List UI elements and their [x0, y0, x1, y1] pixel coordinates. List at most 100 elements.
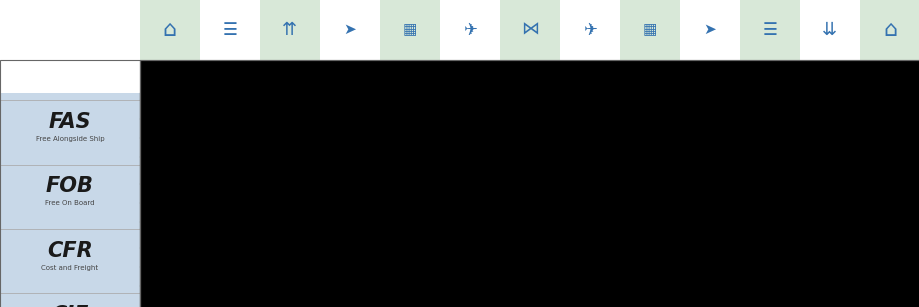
Bar [679, 0, 739, 60]
Bar [560, 286, 619, 293]
Text: ✈: ✈ [583, 21, 596, 39]
Bar [859, 222, 919, 229]
Bar [679, 157, 739, 165]
Text: Free Alongside Ship: Free Alongside Ship [36, 136, 104, 142]
Text: Seller: Seller [275, 124, 304, 133]
Text: Loading: Loading [276, 73, 303, 79]
Bar [140, 60, 919, 307]
Bar [859, 93, 919, 100]
Text: Seller: Seller [365, 253, 394, 262]
Text: Seller: Seller [305, 208, 335, 217]
Bar [679, 222, 739, 229]
Bar [0, 100, 140, 157]
Bar [859, 0, 919, 60]
Bar [499, 222, 560, 229]
Bar [140, 184, 919, 203]
Bar [380, 286, 439, 293]
Text: Seller: Seller [305, 272, 335, 281]
Bar [499, 60, 560, 93]
Bar [800, 60, 859, 93]
Text: Port: Port [582, 73, 596, 79]
Bar [140, 100, 919, 119]
Text: Buyer: Buyer [814, 208, 844, 217]
Bar [800, 286, 859, 293]
Bar [619, 0, 679, 60]
Text: ➤: ➤ [343, 22, 356, 37]
Text: FOB: FOB [46, 176, 94, 196]
Bar [140, 267, 919, 286]
Bar [800, 157, 859, 165]
Bar [499, 157, 560, 165]
Bar [439, 157, 499, 165]
Bar [259, 60, 320, 93]
Text: FAS: FAS [49, 112, 91, 132]
Bar [320, 0, 380, 60]
Bar [439, 60, 499, 93]
Bar [739, 222, 800, 229]
Bar [859, 60, 919, 93]
Bar [199, 93, 259, 100]
Text: ▦: ▦ [403, 22, 416, 37]
Bar [560, 0, 619, 60]
Bar [0, 165, 140, 222]
Bar [199, 286, 259, 293]
Text: ▦: ▦ [642, 22, 656, 37]
Text: Buyer: Buyer [814, 272, 844, 281]
Bar [140, 229, 499, 248]
Bar [140, 93, 919, 100]
Bar [140, 93, 199, 100]
Text: Buyer: Buyer [814, 298, 844, 307]
Bar [140, 119, 439, 138]
Bar [499, 0, 560, 60]
Bar [0, 286, 140, 293]
Bar [140, 203, 919, 222]
Text: Buyer: Buyer [814, 188, 844, 198]
Bar [619, 157, 679, 165]
Bar [560, 222, 619, 229]
Bar [199, 60, 259, 93]
Bar [739, 93, 800, 100]
Text: Customs: Customs [754, 73, 785, 79]
Bar [140, 248, 619, 267]
Bar [140, 222, 199, 229]
Bar [439, 222, 499, 229]
Bar [0, 229, 140, 286]
Text: Seller: Seller [275, 105, 304, 114]
Bar [320, 157, 380, 165]
Text: Carriage: Carriage [335, 73, 365, 79]
Bar [140, 119, 919, 138]
Bar [140, 138, 919, 157]
Bar [859, 157, 919, 165]
Text: Seller: Seller [305, 234, 335, 243]
Text: ⋈: ⋈ [520, 21, 539, 39]
Bar [140, 286, 919, 293]
Bar [380, 222, 439, 229]
Bar [560, 93, 619, 100]
Bar [619, 222, 679, 229]
Bar [739, 60, 800, 93]
Bar [140, 157, 199, 165]
Text: Vessel: Vessel [518, 73, 540, 79]
Text: Seller: Seller [305, 188, 335, 198]
Text: Port: Port [462, 73, 477, 79]
Text: Unloading: Unloading [811, 73, 847, 79]
Bar [380, 157, 439, 165]
Text: CFR: CFR [47, 241, 93, 261]
Text: Carriage: Carriage [694, 73, 724, 79]
Bar [679, 93, 739, 100]
Text: Buyer: Buyer [814, 124, 844, 133]
Bar [739, 0, 800, 60]
Text: Named Place: Named Place [386, 73, 433, 79]
Bar [320, 286, 380, 293]
Text: Named Place: Named Place [626, 73, 673, 79]
Bar [0, 60, 140, 307]
Bar [199, 157, 259, 165]
Bar [739, 286, 800, 293]
Bar [0, 93, 140, 100]
Text: Buyer: Buyer [879, 73, 900, 79]
Bar [140, 60, 919, 307]
Text: Cost and Freight: Cost and Freight [41, 265, 98, 271]
Bar [560, 157, 619, 165]
Bar [859, 286, 919, 293]
Bar [800, 0, 859, 60]
